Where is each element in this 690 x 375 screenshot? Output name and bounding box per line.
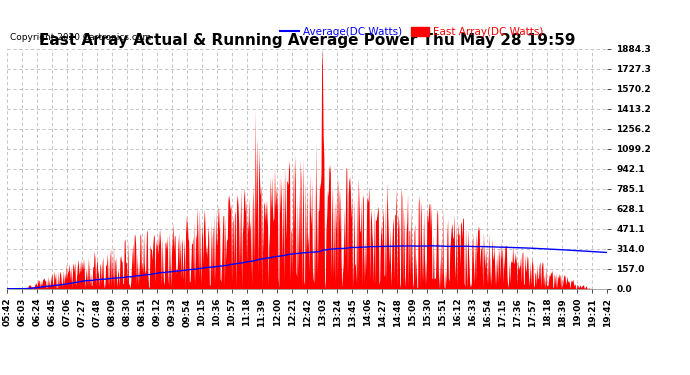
Title: East Array Actual & Running Average Power Thu May 28 19:59: East Array Actual & Running Average Powe… — [39, 33, 575, 48]
Legend: Average(DC Watts), East Array(DC Watts): Average(DC Watts), East Array(DC Watts) — [276, 23, 548, 41]
Text: Copyright 2020 Cartronics.com: Copyright 2020 Cartronics.com — [10, 33, 151, 42]
